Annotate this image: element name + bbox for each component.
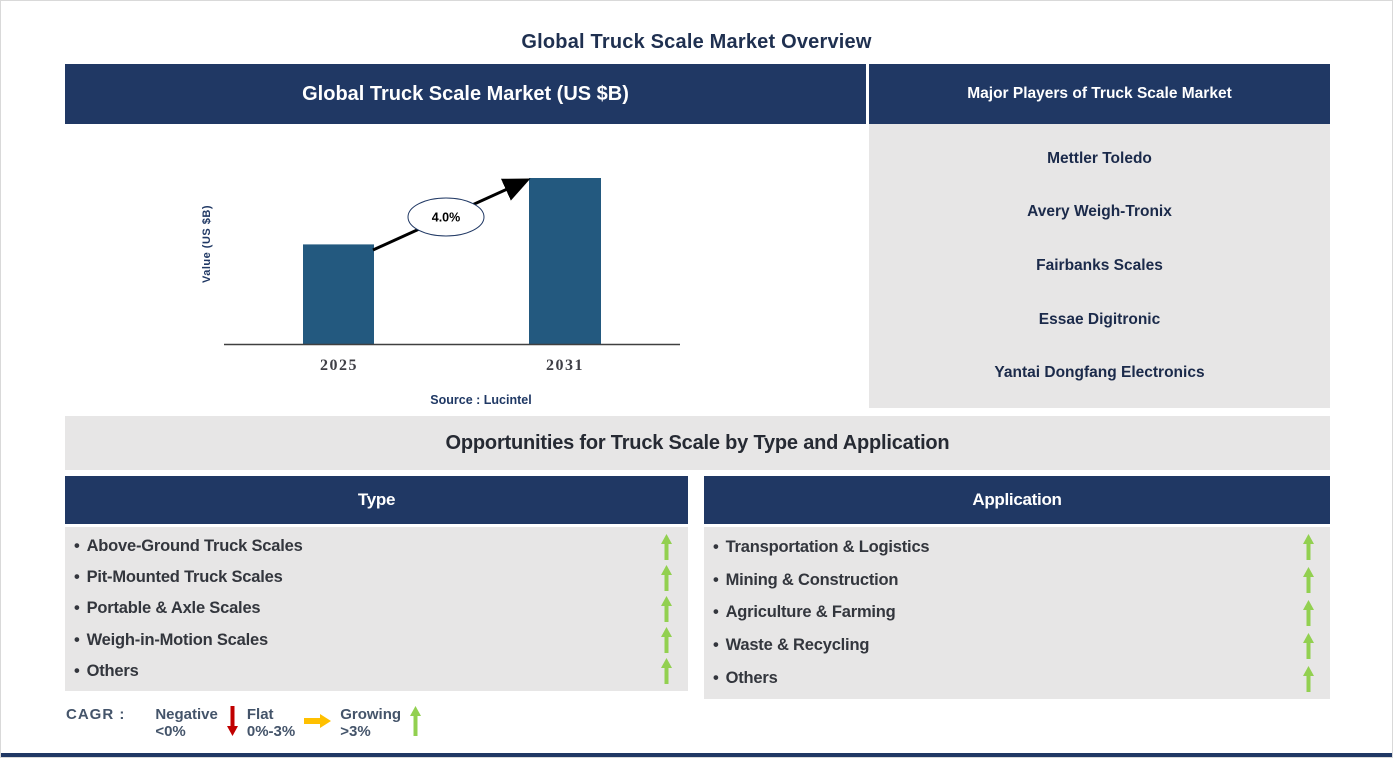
cagr-legend: CAGR : Negative <0% Flat 0%-3% Growing >… (66, 706, 430, 740)
bullet: • (713, 636, 719, 655)
growing-up-arrow-icon (410, 706, 422, 736)
type-list-item: • Above-Ground Truck Scales (65, 533, 688, 560)
legend-range: <0% (155, 723, 186, 740)
market-bar-chart: Value (US $B) 4.0% 2025 2031 Source : Lu… (201, 178, 680, 407)
bar-2025 (303, 244, 374, 344)
x-tick-2031: 2031 (546, 357, 584, 374)
bullet: • (74, 661, 80, 680)
player-name: Yantai Dongfang Electronics (994, 364, 1205, 382)
flat-right-arrow-icon (304, 714, 332, 728)
type-item-label: Weigh-in-Motion Scales (86, 630, 269, 649)
bullet: • (74, 537, 80, 556)
growing-up-arrow-icon (1303, 599, 1314, 626)
application-list-item: • Waste & Recycling (704, 632, 1330, 659)
application-list-item: • Transportation & Logistics (704, 534, 1330, 561)
player-name: Fairbanks Scales (1036, 256, 1163, 274)
application-list-item: • Others (704, 665, 1330, 692)
application-item-label: Agriculture & Farming (725, 603, 896, 622)
bullet: • (713, 570, 719, 589)
opportunities-banner: Opportunities for Truck Scale by Type an… (65, 416, 1330, 470)
bullet: • (74, 568, 80, 587)
legend-label: Negative (155, 706, 218, 723)
market-chart-header: Global Truck Scale Market (US $B) (65, 64, 866, 124)
cagr-ellipse (407, 197, 485, 237)
legend-entry-flat: Flat 0%-3% (247, 706, 340, 740)
type-item-label: Above-Ground Truck Scales (86, 537, 303, 556)
legend-range: >3% (340, 723, 371, 740)
major-players-panel: Mettler Toledo Avery Weigh-Tronix Fairba… (869, 124, 1330, 408)
growing-up-arrow-icon (1303, 632, 1314, 659)
bullet: • (713, 669, 719, 688)
application-list-item: • Mining & Construction (704, 567, 1330, 594)
legend-range: 0%-3% (246, 723, 296, 740)
legend-label: Flat (246, 706, 274, 723)
application-item-label: Transportation & Logistics (725, 537, 930, 556)
y-axis-label: Value (US $B) (201, 205, 213, 283)
cagr-legend-prefix: CAGR : (66, 706, 126, 723)
cagr-value: 4.0% (432, 211, 461, 225)
type-list: • Above-Ground Truck Scales • Pit-Mounted … (65, 527, 688, 691)
bar-2031 (529, 178, 601, 344)
type-list-item: • Portable & Axle Scales (65, 595, 688, 622)
application-item-label: Others (725, 669, 778, 688)
bullet: • (713, 537, 719, 556)
growing-up-arrow-icon (661, 564, 672, 591)
legend-entry-negative: Negative <0% (155, 706, 247, 740)
application-column-header: Application (704, 476, 1330, 524)
major-players-header: Major Players of Truck Scale Market (869, 64, 1330, 124)
growing-up-arrow-icon (661, 627, 672, 654)
player-name: Avery Weigh-Tronix (1027, 203, 1172, 221)
growing-up-arrow-icon (1303, 534, 1314, 561)
x-tick-2025: 2025 (320, 357, 358, 374)
growing-up-arrow-icon (661, 533, 672, 560)
growing-up-arrow-icon (661, 595, 672, 622)
bottom-border-bar (1, 753, 1392, 757)
application-item-label: Waste & Recycling (725, 636, 870, 655)
application-item-label: Mining & Construction (725, 570, 899, 589)
player-name: Mettler Toledo (1047, 149, 1152, 167)
type-item-label: Pit-Mounted Truck Scales (86, 568, 283, 587)
application-list-item: • Agriculture & Farming (704, 599, 1330, 626)
type-list-item: • Others (65, 658, 688, 685)
growing-up-arrow-icon (1303, 665, 1314, 692)
type-list-item: • Weigh-in-Motion Scales (65, 627, 688, 654)
type-item-label: Portable & Axle Scales (86, 599, 261, 618)
bullet: • (713, 603, 719, 622)
bullet: • (74, 599, 80, 618)
type-column-header: Type (65, 476, 688, 524)
application-list: • Transportation & Logistics • Mining & Co… (704, 527, 1330, 699)
growing-up-arrow-icon (1303, 567, 1314, 594)
bullet: • (74, 630, 80, 649)
page-title: Global Truck Scale Market Overview (521, 31, 872, 53)
negative-down-arrow-icon (226, 706, 238, 736)
legend-label: Growing (340, 706, 402, 723)
growing-up-arrow-icon (661, 658, 672, 685)
player-name: Essae Digitronic (1038, 310, 1161, 328)
legend-entry-growing: Growing >3% (340, 706, 430, 740)
chart-source: Source : Lucintel (430, 393, 531, 407)
type-list-item: • Pit-Mounted Truck Scales (65, 564, 688, 591)
type-item-label: Others (86, 661, 139, 680)
